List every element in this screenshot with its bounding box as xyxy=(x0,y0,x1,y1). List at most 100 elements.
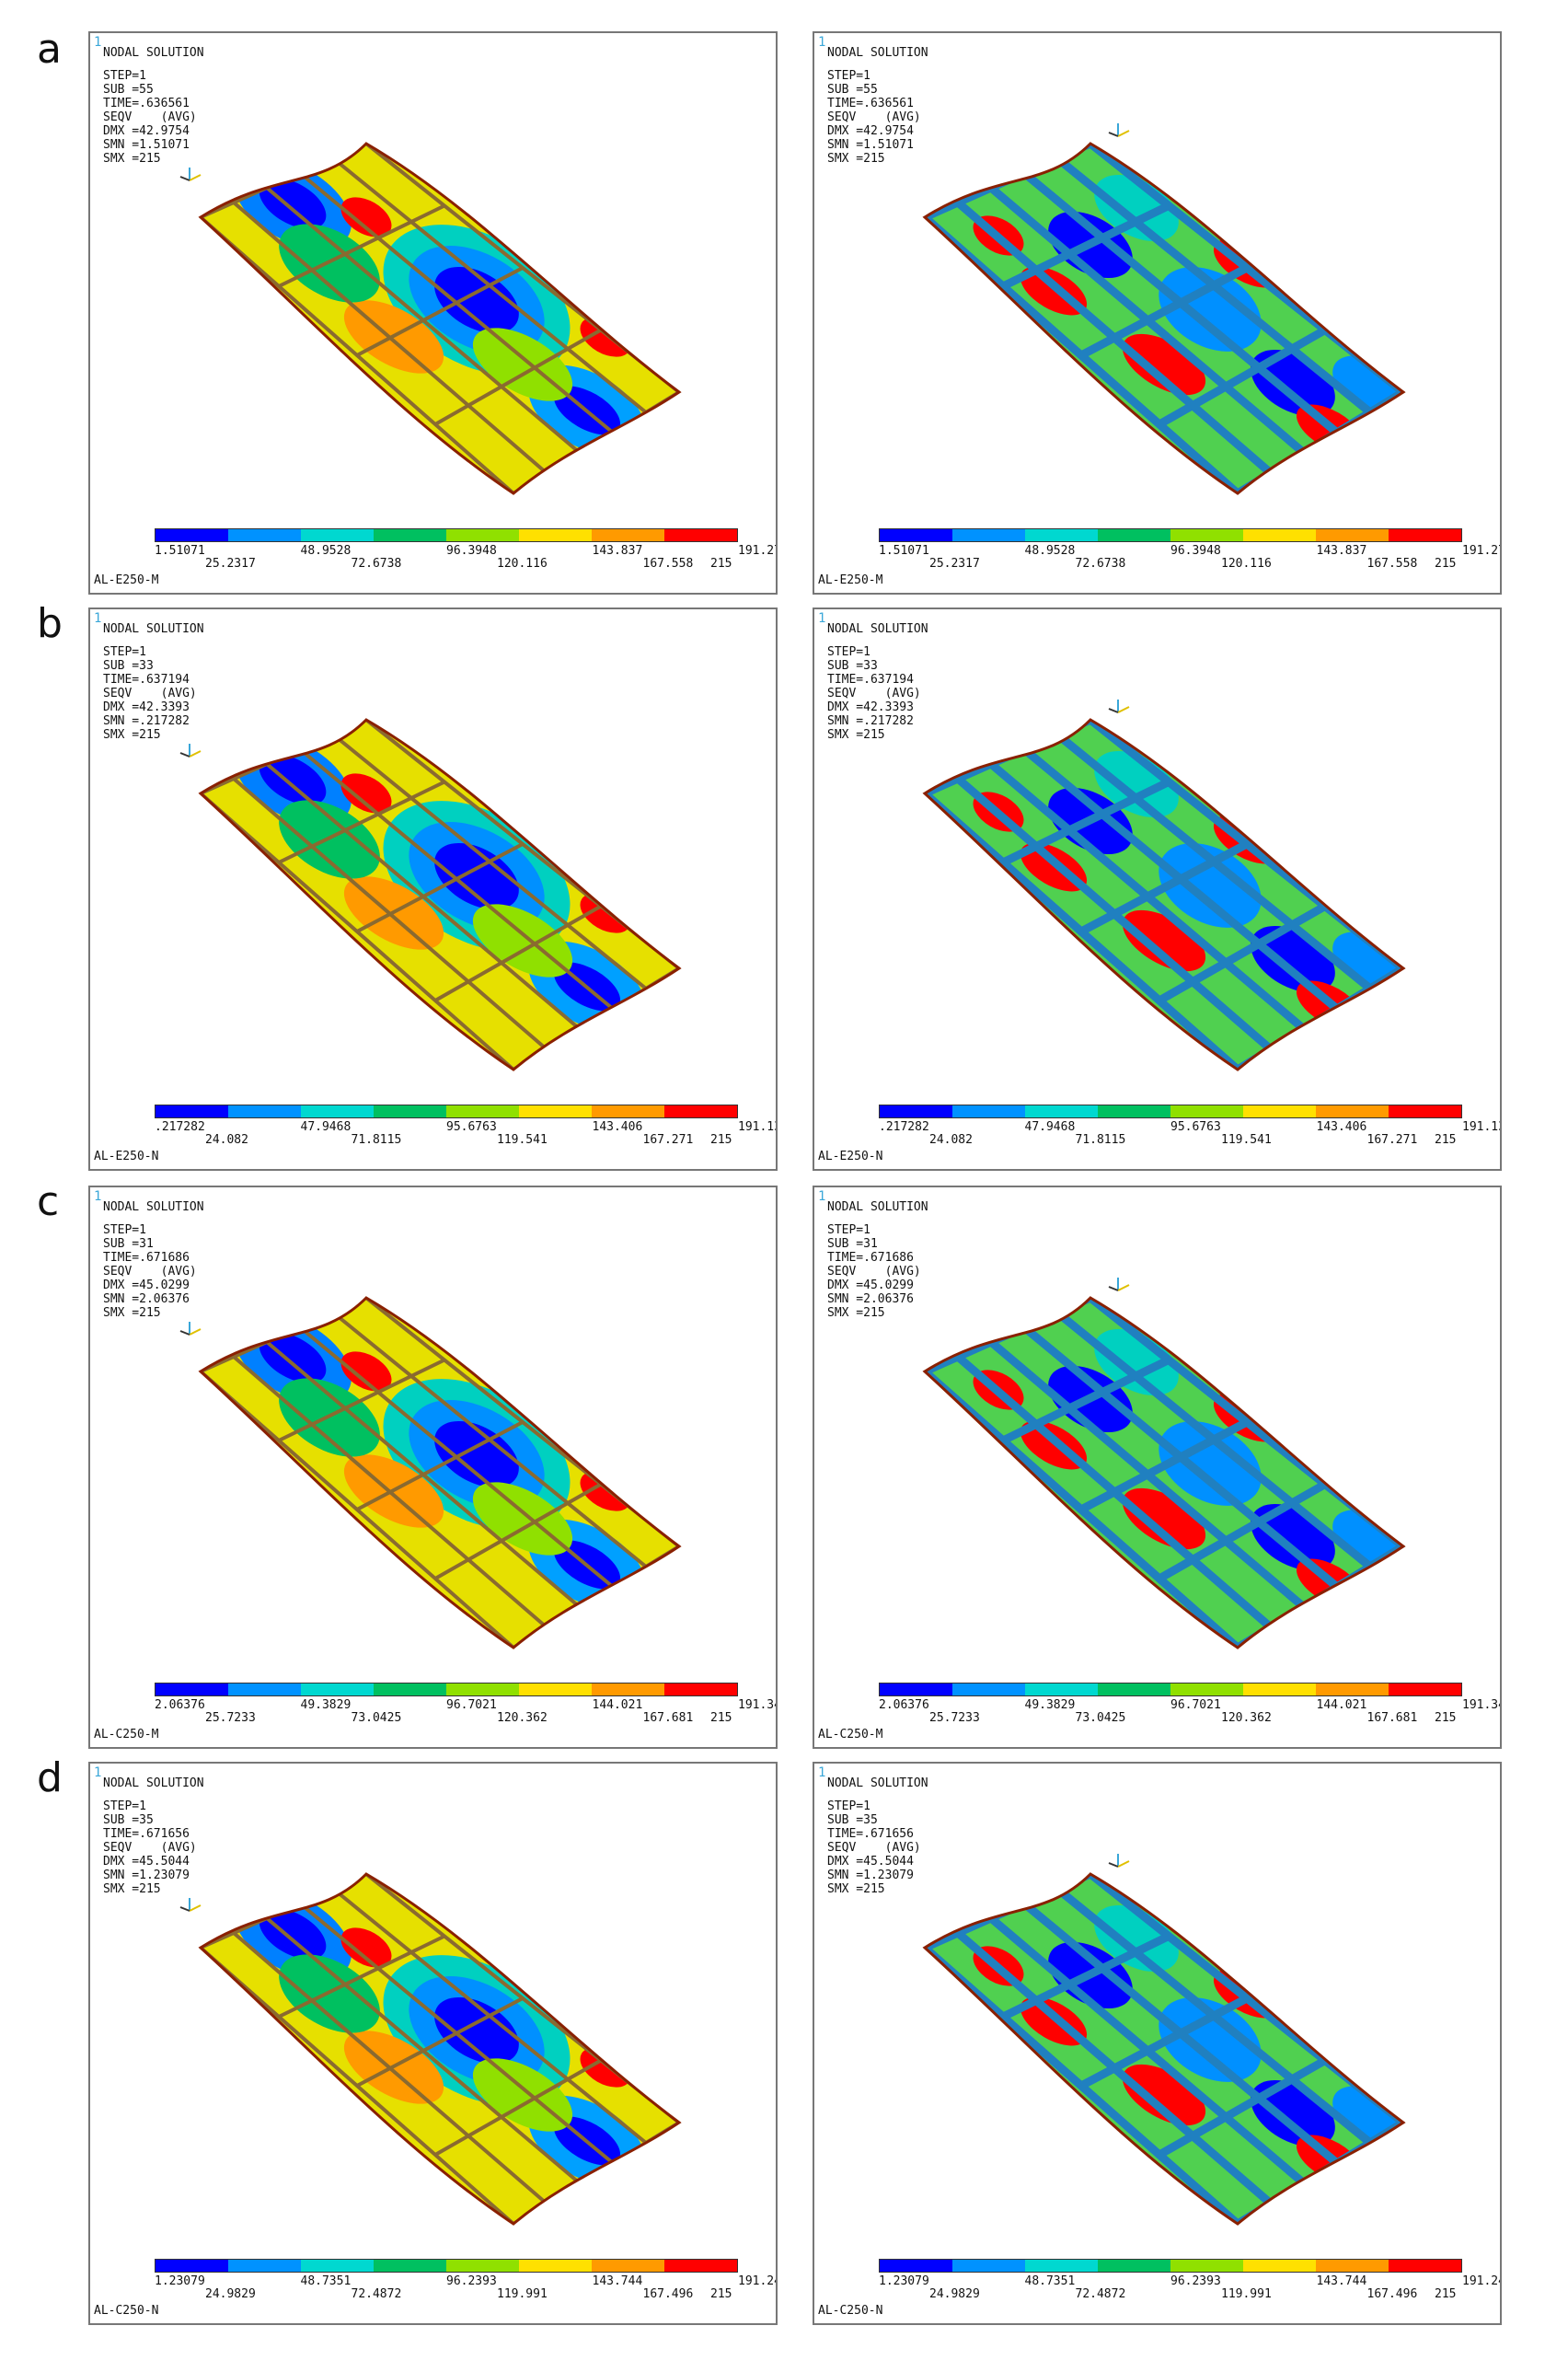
color-bar-tick: 191.34 xyxy=(1462,1698,1502,1712)
fe-model xyxy=(922,718,1406,1071)
color-bar-tick: 215 xyxy=(710,1133,732,1147)
color-bar-tick: 215 xyxy=(710,557,732,571)
axis-triad-icon xyxy=(179,1322,202,1336)
info-dmx: DMX =42.9754 xyxy=(827,124,914,138)
color-bar-tick: 143.744 xyxy=(592,2274,643,2288)
result-panel-right: 1 NODAL SOLUTION STEP=1 SUB =55 TIME=.636561… xyxy=(813,31,1502,595)
contour-patch xyxy=(340,197,392,237)
color-bar-segment xyxy=(880,2260,952,2272)
color-bar-segment xyxy=(228,1105,301,1117)
contour-patch xyxy=(1122,1487,1206,1550)
frame-line xyxy=(1001,1356,1170,1445)
color-bar-segment xyxy=(1098,1105,1170,1117)
info-dmx: DMX =42.3393 xyxy=(827,700,914,714)
info-time: TIME=.671656 xyxy=(103,1827,190,1841)
contour-patch xyxy=(434,842,519,910)
color-bar-tick: 95.6763 xyxy=(446,1120,497,1134)
color-bar-ticks-top: .217282 47.9468 95.6763 143.406 191.135 xyxy=(155,1120,776,1134)
contour-patch xyxy=(1094,174,1179,242)
color-bar-tick: 120.116 xyxy=(497,557,548,571)
fe-contour-plot xyxy=(922,123,1406,495)
model-label: AL-E250-N xyxy=(94,1150,159,1163)
contour-patch xyxy=(472,2058,573,2132)
frame-line xyxy=(278,780,445,864)
color-bar-segment xyxy=(156,529,228,541)
color-bar xyxy=(155,528,738,542)
color-bar-segment xyxy=(1243,1105,1316,1117)
color-bar-tick: 143.406 xyxy=(592,1120,643,1134)
axis-triad-icon xyxy=(1108,700,1130,713)
color-bar-segment xyxy=(1243,2260,1316,2272)
color-bar-tick: 1.23079 xyxy=(879,2274,929,2288)
info-time: TIME=.671686 xyxy=(103,1251,190,1265)
contour-patch xyxy=(434,1996,519,2065)
info-step: STEP=1 xyxy=(827,1799,870,1813)
fe-contour-plot xyxy=(922,700,1406,1071)
color-bar-tick: 120.362 xyxy=(497,1711,548,1725)
fe-model xyxy=(198,142,682,495)
color-bar-tick: 71.8115 xyxy=(351,1133,402,1147)
color-bar-tick: 191.135 xyxy=(1462,1120,1500,1134)
frame-line xyxy=(356,266,524,357)
color-bar-segment xyxy=(228,2260,301,2272)
frame-line xyxy=(356,1420,524,1511)
fe-contour-plot xyxy=(922,1278,1406,1649)
contour-patch xyxy=(472,328,573,401)
color-bar xyxy=(155,2259,738,2273)
plate-edge xyxy=(922,1296,1406,1649)
color-bar-segment xyxy=(1316,529,1389,541)
frame-line xyxy=(1001,1932,1170,2021)
color-bar-segment xyxy=(664,529,737,541)
fe-model xyxy=(198,1296,682,1649)
info-dmx: DMX =45.0299 xyxy=(103,1279,190,1292)
color-bar-tick: 73.0425 xyxy=(351,1711,402,1725)
result-panel-left: 1 NODAL SOLUTION STEP=1 SUB =55 TIME=.636561… xyxy=(88,31,778,595)
info-seqv: SEQV (AVG) xyxy=(827,687,921,700)
fe-model xyxy=(922,1872,1406,2226)
color-bar-tick: 25.7233 xyxy=(929,1711,980,1725)
fe-contour-plot xyxy=(179,142,682,495)
color-bar-tick: 48.9528 xyxy=(1024,544,1076,558)
info-dmx: DMX =45.5044 xyxy=(827,1855,914,1869)
frame-line xyxy=(434,2058,602,2157)
info-sub: SUB =55 xyxy=(103,83,154,97)
model-label: AL-E250-N xyxy=(818,1150,883,1163)
color-bar-tick: 71.8115 xyxy=(1075,1133,1126,1147)
color-bar-tick: 96.2393 xyxy=(1170,2274,1221,2288)
color-bar-segment xyxy=(952,2260,1025,2272)
color-bar-tick: 191.248 xyxy=(738,2274,776,2288)
info-seqv: SEQV (AVG) xyxy=(103,110,197,124)
result-panel-right: 1 NODAL SOLUTION STEP=1 SUB =33 TIME=.637194… xyxy=(813,607,1502,1171)
color-bar-segment xyxy=(519,1684,592,1695)
info-sub: SUB =55 xyxy=(827,83,878,97)
contour-patch xyxy=(1122,2064,1206,2126)
color-bar-tick: 167.496 xyxy=(1366,2287,1418,2301)
solution-info: NODAL SOLUTION STEP=1 SUB =55 TIME=.636561 S… xyxy=(827,46,928,166)
color-bar-segment xyxy=(1243,529,1316,541)
color-bar-tick: 167.558 xyxy=(642,557,694,571)
info-smn: SMN =1.51071 xyxy=(103,138,190,152)
color-bar-segment xyxy=(592,1684,664,1695)
color-bar-tick: 143.406 xyxy=(1316,1120,1367,1134)
color-bar-tick: 24.082 xyxy=(929,1133,973,1147)
color-bar-tick: 215 xyxy=(710,1711,732,1725)
color-bar-ticks-bottom: 25.2317 72.6738 120.116 167.558 215 xyxy=(879,557,1486,571)
info-sub: SUB =31 xyxy=(103,1237,154,1251)
color-bar-segment xyxy=(592,1105,664,1117)
color-bar-segment xyxy=(592,2260,664,2272)
info-smn: SMN =.217282 xyxy=(827,714,914,728)
color-bar-tick: 47.9468 xyxy=(300,1120,352,1134)
color-bar-segment xyxy=(1170,1105,1243,1117)
color-bar-tick: 215 xyxy=(710,2287,732,2301)
color-bar-tick: 119.541 xyxy=(497,1133,548,1147)
info-smn: SMN =1.23079 xyxy=(103,1869,190,1882)
color-bar-ticks-top: .217282 47.9468 95.6763 143.406 191.135 xyxy=(879,1120,1500,1134)
fe-contour-plot xyxy=(179,718,682,1071)
solution-info: NODAL SOLUTION STEP=1 SUB =31 TIME=.671686 S… xyxy=(827,1200,928,1320)
info-step: STEP=1 xyxy=(103,69,146,83)
color-bar-tick: 49.3829 xyxy=(300,1698,352,1712)
axis-triad-icon xyxy=(1108,1854,1130,1868)
info-step: STEP=1 xyxy=(827,69,870,83)
contour-patch xyxy=(259,178,327,229)
fe-contour-plot xyxy=(179,1872,682,2226)
